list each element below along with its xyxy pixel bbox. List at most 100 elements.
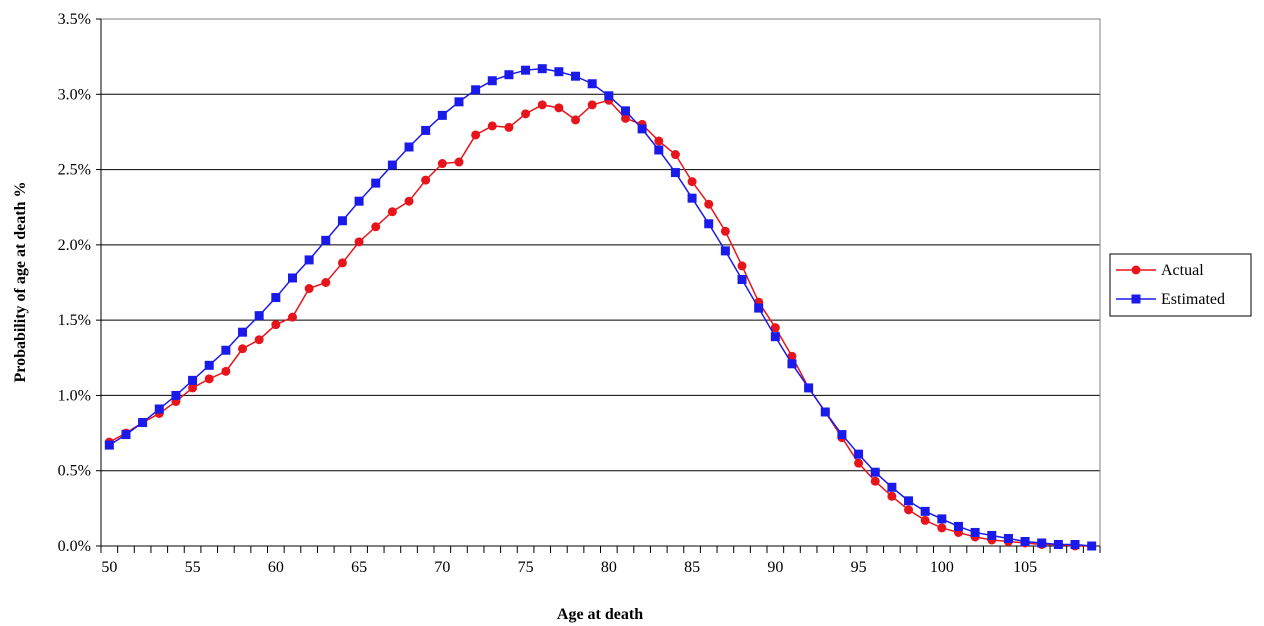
- data-point-estimated: [970, 527, 980, 537]
- x-tick-label: 90: [767, 559, 783, 576]
- data-point-estimated: [437, 110, 447, 120]
- data-point-actual: [687, 177, 697, 187]
- data-point-actual: [204, 374, 214, 384]
- data-point-estimated: [271, 293, 281, 303]
- x-tick-label: 75: [518, 559, 534, 576]
- data-point-actual: [521, 109, 531, 119]
- data-point-actual: [937, 523, 947, 533]
- x-tick-label: 60: [268, 559, 284, 576]
- y-tick-label: 3.0%: [58, 86, 91, 103]
- data-point-estimated: [937, 514, 947, 524]
- data-point-estimated: [421, 125, 431, 135]
- data-point-estimated: [887, 482, 897, 492]
- data-point-actual: [387, 207, 397, 217]
- data-point-estimated: [920, 506, 930, 516]
- data-point-estimated: [204, 360, 214, 370]
- data-point-actual: [854, 458, 864, 468]
- data-point-actual: [304, 284, 314, 294]
- data-point-actual: [587, 100, 597, 110]
- data-point-estimated: [537, 64, 547, 74]
- data-point-actual: [654, 136, 664, 146]
- data-point-estimated: [221, 345, 231, 355]
- data-point-estimated: [704, 219, 714, 229]
- x-tick-label: 50: [101, 559, 117, 576]
- data-point-estimated: [104, 440, 114, 450]
- data-point-actual: [254, 335, 264, 345]
- data-point-estimated: [1053, 539, 1063, 549]
- data-point-actual: [271, 320, 281, 330]
- x-tick-label: 65: [351, 559, 367, 576]
- data-point-estimated: [121, 430, 131, 440]
- data-point-actual: [904, 505, 914, 515]
- data-point-estimated: [387, 160, 397, 170]
- data-point-estimated: [454, 97, 464, 107]
- data-point-actual: [620, 113, 630, 123]
- data-point-estimated: [521, 65, 531, 75]
- data-point-actual: [920, 515, 930, 525]
- x-tick-label: 70: [434, 559, 450, 576]
- data-point-actual: [287, 312, 297, 322]
- gridlines: [101, 18, 1100, 472]
- x-tick-label: 55: [185, 559, 201, 576]
- data-point-estimated: [953, 521, 963, 531]
- data-point-actual: [870, 476, 880, 486]
- legend-marker-estimated: [1131, 294, 1141, 304]
- y-tick-label: 3.5%: [58, 11, 91, 28]
- legend-label-estimated: Estimated: [1161, 291, 1225, 308]
- data-point-actual: [404, 196, 414, 206]
- plot-area-frame: [100, 18, 1101, 547]
- data-point-estimated: [571, 71, 581, 81]
- data-point-estimated: [820, 407, 830, 417]
- x-axis-title: Age at death: [557, 606, 643, 623]
- x-tick-label: 95: [851, 559, 867, 576]
- data-point-estimated: [487, 76, 497, 86]
- data-point-actual: [670, 150, 680, 160]
- data-point-actual: [337, 258, 347, 268]
- data-point-actual: [454, 157, 464, 167]
- axes: [96, 18, 1101, 553]
- data-point-estimated: [854, 449, 864, 459]
- x-tick-label: 80: [601, 559, 617, 576]
- series-line-estimated: [108, 67, 1092, 547]
- data-point-estimated: [587, 79, 597, 89]
- y-tick-label: 2.0%: [58, 237, 91, 254]
- data-point-estimated: [687, 193, 697, 203]
- data-point-estimated: [171, 390, 181, 400]
- data-point-actual: [720, 226, 730, 236]
- data-point-estimated: [637, 124, 647, 134]
- data-point-estimated: [1037, 538, 1047, 548]
- data-point-estimated: [720, 246, 730, 256]
- data-point-estimated: [804, 383, 814, 393]
- y-tick-labels: 0.0% 0.5% 1.0% 1.5% 2.0% 2.5% 3.0% 3.5%: [58, 11, 91, 555]
- data-point-estimated: [654, 145, 664, 155]
- data-point-actual: [354, 237, 364, 247]
- data-point-estimated: [471, 85, 481, 95]
- data-point-estimated: [1020, 536, 1030, 546]
- data-point-estimated: [371, 178, 381, 188]
- data-point-estimated: [670, 168, 680, 178]
- data-point-actual: [571, 115, 581, 125]
- data-point-actual: [188, 383, 198, 393]
- y-tick-label: 0.5%: [58, 463, 91, 480]
- legend-box: [1109, 253, 1252, 317]
- data-point-estimated: [987, 530, 997, 540]
- data-point-estimated: [1087, 541, 1097, 551]
- series-actual: [104, 95, 1097, 551]
- y-tick-label: 1.5%: [58, 312, 91, 329]
- data-point-actual: [770, 323, 780, 333]
- data-point-estimated: [188, 375, 198, 385]
- data-point-estimated: [238, 327, 248, 337]
- data-point-estimated: [287, 273, 297, 283]
- x-tick-label: 85: [684, 559, 700, 576]
- data-point-actual: [238, 344, 248, 354]
- data-point-actual: [487, 121, 497, 131]
- legend-label-actual: Actual: [1161, 262, 1204, 279]
- data-point-actual: [371, 222, 381, 232]
- data-point-actual: [537, 100, 547, 110]
- series-line-actual: [108, 99, 1092, 547]
- y-tick-label: 0.0%: [58, 538, 91, 555]
- data-point-actual: [554, 103, 564, 113]
- data-point-estimated: [770, 332, 780, 342]
- series-estimated: [104, 64, 1097, 551]
